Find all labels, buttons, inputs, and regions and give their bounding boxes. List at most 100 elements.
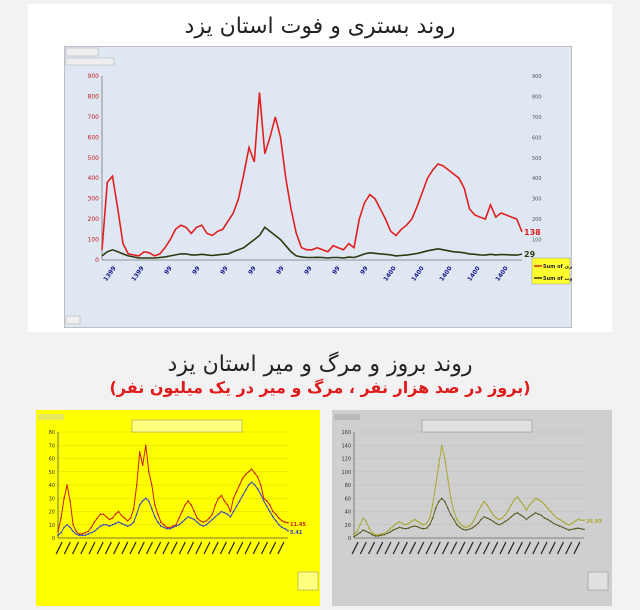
x-tick-mark [55, 541, 63, 555]
data-point [60, 517, 62, 519]
data-point [498, 518, 501, 521]
data-point [157, 513, 159, 515]
data-point [193, 518, 195, 521]
data-point [447, 477, 449, 480]
data-point [72, 523, 74, 526]
data-point [522, 516, 525, 518]
data-point [163, 526, 165, 529]
y-tick-label: 300 [88, 196, 100, 203]
data-point [571, 528, 573, 531]
data-point [371, 531, 373, 534]
data-point [187, 516, 189, 518]
data-point [281, 519, 283, 522]
x-tick-mark [515, 541, 523, 555]
data-point [163, 523, 165, 526]
x-tick-mark [466, 541, 474, 555]
data-point [262, 497, 265, 500]
x-tick-label: 99 [191, 265, 202, 276]
data-point [440, 497, 443, 500]
data-point [154, 516, 156, 518]
legend [297, 571, 319, 591]
x-tick-label: 99 [359, 265, 370, 276]
data-point [413, 525, 416, 527]
data-point [132, 508, 135, 510]
data-point [154, 504, 156, 506]
data-point [580, 519, 582, 521]
data-point [266, 500, 268, 502]
data-point [202, 525, 205, 527]
data-point [552, 522, 555, 525]
data-point [392, 529, 395, 531]
data-point [147, 470, 150, 473]
data-point [480, 518, 482, 521]
data-point [217, 497, 220, 500]
x-tick-mark [186, 541, 195, 555]
y-tick-label: 20 [345, 523, 351, 529]
data-point [577, 527, 579, 529]
x-tick-label: 99 [303, 265, 314, 276]
data-point [66, 523, 68, 526]
data-point [483, 500, 485, 503]
data-point [474, 525, 476, 527]
data-point [374, 533, 376, 536]
x-tick-mark [450, 541, 458, 555]
y-tick-label: 30 [49, 496, 55, 502]
data-point [226, 513, 229, 515]
data-point [90, 531, 93, 534]
data-point [453, 518, 455, 521]
end-value-label: 29 [524, 250, 536, 259]
x-tick-mark [195, 541, 203, 555]
data-point [144, 497, 147, 500]
y-tick-label: 140 [341, 443, 351, 449]
data-point [196, 517, 199, 519]
data-point [175, 523, 177, 526]
data-point [359, 531, 361, 534]
data-point [489, 509, 491, 511]
x-tick-mark [548, 541, 556, 555]
inner-title-box [131, 419, 243, 433]
data-point [507, 509, 510, 511]
data-point [568, 523, 570, 526]
data-point [392, 525, 395, 527]
x-tick-mark [145, 541, 154, 555]
data-point [474, 517, 476, 519]
legend [531, 257, 571, 285]
data-point [425, 527, 428, 529]
data-point [199, 519, 202, 522]
data-point [540, 514, 543, 517]
x-tick-mark [441, 541, 450, 555]
data-point [208, 517, 211, 519]
data-point [398, 521, 401, 523]
y2-tick-label: 800 [532, 94, 542, 100]
data-point [510, 504, 513, 506]
data-point [525, 518, 528, 521]
data-point [287, 522, 289, 524]
data-point [223, 500, 226, 502]
data-point [87, 533, 90, 535]
data-point [401, 527, 404, 529]
x-tick-mark [540, 541, 548, 555]
data-point [495, 517, 498, 519]
y2-tick-label: 700 [532, 115, 542, 121]
x-tick-mark [178, 541, 186, 555]
legend-label: Sum of بستری [543, 264, 572, 270]
incidence-chart: 0 10 20 30 40 50 60 70 80 11.45 5.41 [36, 410, 320, 606]
data-point [359, 523, 361, 526]
data-point [443, 457, 446, 460]
data-point [184, 504, 186, 506]
data-point [226, 504, 229, 506]
data-point [278, 517, 280, 519]
data-point [102, 523, 105, 526]
data-point [123, 517, 126, 519]
data-point [166, 527, 168, 530]
data-point [253, 484, 256, 486]
data-point [507, 518, 510, 521]
data-point [371, 533, 373, 536]
y-tick-label: 40 [49, 483, 55, 489]
data-point [465, 529, 467, 531]
data-point [537, 513, 540, 515]
data-point [235, 490, 238, 493]
data-point [395, 527, 398, 530]
data-point [565, 522, 567, 525]
